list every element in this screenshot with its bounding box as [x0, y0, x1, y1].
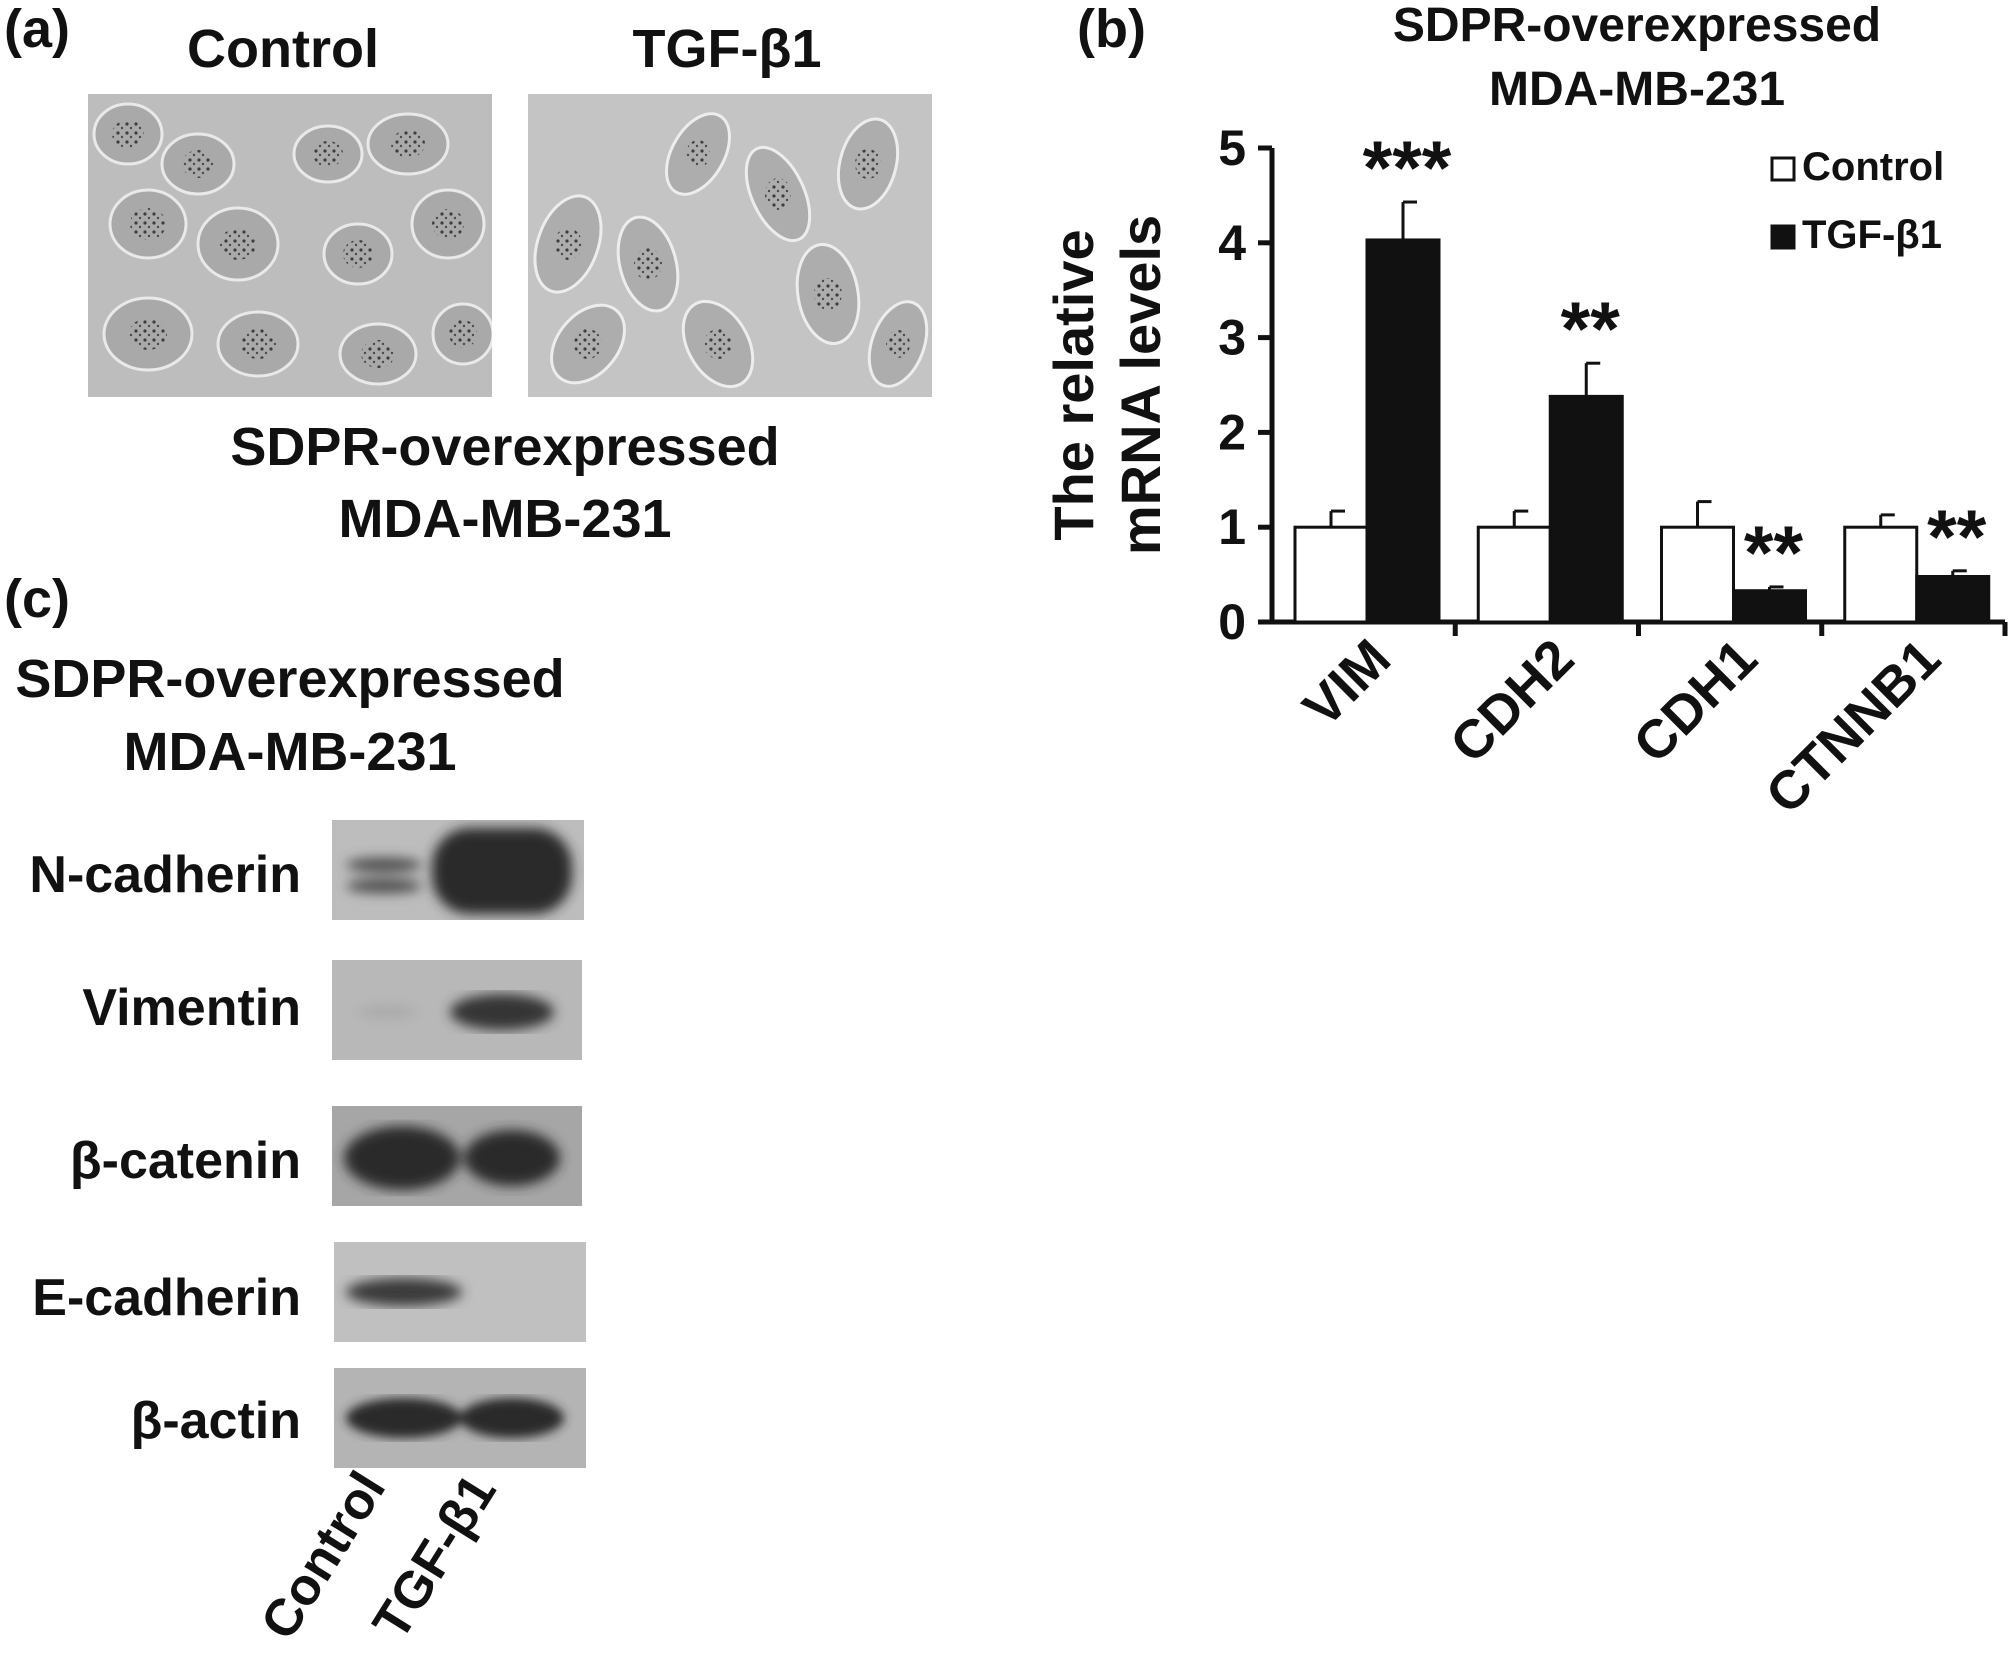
y-tick-label: 4 [1218, 215, 1246, 271]
micrograph-tgf [528, 94, 932, 397]
significance-marker: ** [1561, 287, 1621, 372]
significance-marker: ** [1744, 511, 1804, 596]
micrograph-control [88, 94, 492, 397]
bar-control-vim [1293, 525, 1369, 624]
blot-label-beta-catenin: β-catenin [69, 1132, 301, 1190]
panel-a-letter: (a) [4, 0, 70, 59]
blot-beta-actin [334, 1368, 586, 1468]
panel-c-title-line2: MDA-MB-231 [123, 722, 457, 782]
bar-tgf-vim [1365, 238, 1441, 624]
category-label-ctnnb1: CTNNB1 [1755, 628, 1952, 825]
category-label-cdh1: CDH1 [1622, 628, 1768, 774]
blot-beta-catenin [332, 1106, 582, 1206]
blot-label-n-cadherin: N-cadherin [29, 846, 301, 904]
legend-label-tgf: TGF-β1 [1802, 213, 1942, 257]
y-axis-label-line1: The relative [1042, 229, 1105, 540]
y-tick-label: 0 [1218, 594, 1246, 650]
blot-vimentin [332, 960, 582, 1060]
chart-title-line1: SDPR-overexpressed [1392, 0, 1882, 52]
panel-b-letter: (b) [1077, 0, 1146, 59]
bar-tgf-cdh1 [1732, 589, 1807, 624]
chart-title-line2: MDA-MB-231 [1488, 63, 1786, 116]
bar-control-cdh1 [1660, 525, 1735, 624]
y-tick-label: 2 [1218, 404, 1246, 460]
y-axis-label-line2: mRNA levels [1109, 215, 1172, 555]
panel-a-caption-line2: MDA-MB-231 [338, 489, 672, 549]
blot-n-cadherin [332, 820, 584, 920]
bar-control-cdh2 [1476, 525, 1552, 624]
blot-label-beta-actin: β-actin [130, 1392, 301, 1450]
panel-c-letter: (c) [4, 569, 70, 629]
micrograph-tgf-label: TGF-β1 [632, 19, 822, 79]
panel-a-caption-line1: SDPR-overexpressed [230, 417, 780, 477]
y-tick-label: 3 [1218, 310, 1246, 366]
bar-control-ctnnb1 [1843, 525, 1919, 624]
legend-swatch-control [1770, 156, 1796, 182]
blot-e-cadherin [334, 1242, 586, 1342]
significance-marker: *** [1363, 126, 1452, 211]
category-label-cdh2: CDH2 [1439, 628, 1585, 774]
micrograph-control-label: Control [187, 19, 379, 79]
bar-tgf-cdh2 [1548, 394, 1624, 624]
legend-label-control: Control [1802, 145, 1944, 189]
bar-tgf-ctnnb1 [1915, 574, 1991, 624]
panel-c-title-line1: SDPR-overexpressed [15, 649, 565, 709]
y-tick-label: 1 [1218, 499, 1246, 555]
significance-marker: ** [1927, 495, 1987, 580]
blot-label-e-cadherin: E-cadherin [32, 1269, 301, 1327]
blot-label-vimentin: Vimentin [82, 979, 301, 1037]
y-tick-label: 5 [1218, 120, 1246, 176]
category-label-vim: VIM [1292, 628, 1402, 738]
legend-swatch-tgf [1770, 224, 1796, 250]
